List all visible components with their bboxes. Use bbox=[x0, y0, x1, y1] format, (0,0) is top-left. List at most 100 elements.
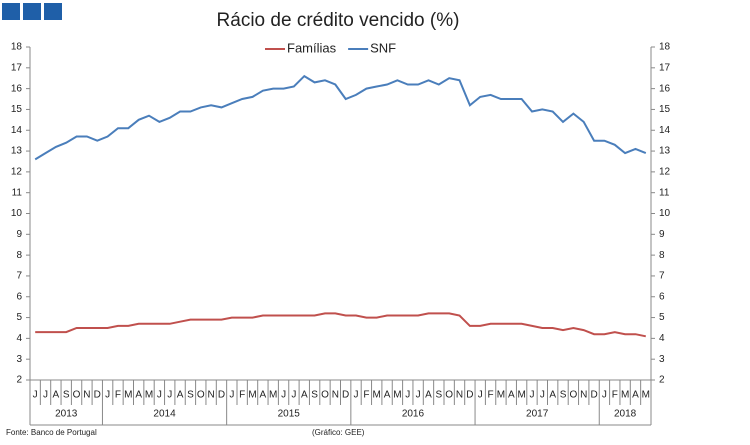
x-tick-label: J bbox=[478, 390, 483, 401]
x-tick-label: N bbox=[208, 390, 215, 401]
y2-tick-label: 15 bbox=[659, 104, 671, 115]
x-tick-label: F bbox=[239, 390, 245, 401]
x-tick-label: S bbox=[187, 390, 194, 401]
x-tick-label: D bbox=[466, 390, 473, 401]
y-tick-label: 11 bbox=[12, 187, 23, 198]
x-tick-label: J bbox=[540, 390, 545, 401]
year-label: 2018 bbox=[614, 409, 637, 420]
x-tick-label: F bbox=[115, 390, 121, 401]
x-tick-label: J bbox=[529, 390, 534, 401]
y2-tick-label: 7 bbox=[659, 271, 665, 282]
y-tick-label: 13 bbox=[11, 146, 23, 157]
x-tick-label: M bbox=[145, 390, 153, 401]
y2-tick-label: 14 bbox=[659, 125, 671, 136]
y2-tick-label: 2 bbox=[659, 375, 665, 386]
x-tick-label: M bbox=[248, 390, 256, 401]
x-tick-label: J bbox=[602, 390, 607, 401]
x-tick-label: M bbox=[517, 390, 525, 401]
source: Fonte: Banco de Portugal bbox=[6, 428, 97, 437]
x-tick-label: J bbox=[291, 390, 296, 401]
x-tick-label: J bbox=[157, 390, 162, 401]
chart-title: Rácio de crédito vencido (%) bbox=[217, 10, 460, 31]
y2-tick-label: 12 bbox=[659, 167, 671, 178]
year-label: 2016 bbox=[402, 409, 425, 420]
x-tick-label: J bbox=[167, 390, 172, 401]
y-tick-label: 9 bbox=[16, 229, 22, 240]
x-tick-label: O bbox=[73, 390, 81, 401]
x-tick-label: J bbox=[43, 390, 48, 401]
y2-tick-label: 3 bbox=[659, 354, 665, 365]
year-label: 2017 bbox=[526, 409, 549, 420]
y-tick-label: 7 bbox=[16, 271, 22, 282]
x-tick-label: D bbox=[342, 390, 349, 401]
x-tick-label: A bbox=[632, 390, 639, 401]
x-tick-label: O bbox=[445, 390, 453, 401]
x-tick-label: S bbox=[435, 390, 442, 401]
x-tick-label: F bbox=[363, 390, 369, 401]
y2-tick-label: 9 bbox=[659, 229, 665, 240]
x-tick-label: S bbox=[63, 390, 70, 401]
y-tick-label: 16 bbox=[11, 83, 23, 94]
x-tick-label: N bbox=[580, 390, 587, 401]
year-label: 2013 bbox=[55, 409, 78, 420]
legend-label: Famílias bbox=[287, 40, 337, 55]
y2-tick-label: 4 bbox=[659, 333, 665, 344]
x-tick-label: J bbox=[416, 390, 421, 401]
x-tick-label: M bbox=[642, 390, 650, 401]
y-tick-label: 12 bbox=[11, 167, 23, 178]
y2-tick-label: 6 bbox=[659, 291, 665, 302]
y2-tick-label: 16 bbox=[659, 83, 671, 94]
x-tick-label: F bbox=[488, 390, 494, 401]
x-tick-label: M bbox=[373, 390, 381, 401]
x-tick-label: J bbox=[354, 390, 359, 401]
legend-label: SNF bbox=[370, 40, 396, 55]
x-tick-label: J bbox=[33, 390, 38, 401]
x-tick-label: S bbox=[311, 390, 318, 401]
x-tick-label: A bbox=[135, 390, 142, 401]
year-label: 2015 bbox=[278, 409, 301, 420]
x-tick-label: A bbox=[53, 390, 60, 401]
y-tick-label: 5 bbox=[16, 312, 22, 323]
x-tick-label: M bbox=[269, 390, 277, 401]
y-tick-label: 15 bbox=[11, 104, 23, 115]
series-line bbox=[34, 74, 647, 161]
y-tick-label: 3 bbox=[16, 354, 22, 365]
logo-square bbox=[2, 3, 20, 20]
y2-tick-label: 5 bbox=[659, 312, 665, 323]
y-tick-label: 18 bbox=[11, 42, 23, 53]
y-tick-label: 6 bbox=[16, 291, 22, 302]
y2-tick-label: 11 bbox=[659, 187, 670, 198]
x-tick-label: J bbox=[229, 390, 234, 401]
y2-tick-label: 8 bbox=[659, 250, 665, 261]
x-tick-label: N bbox=[83, 390, 90, 401]
y-tick-label: 17 bbox=[11, 62, 23, 73]
x-tick-label: M bbox=[497, 390, 505, 401]
year-label: 2014 bbox=[153, 409, 176, 420]
x-tick-label: N bbox=[332, 390, 339, 401]
y2-tick-label: 17 bbox=[659, 62, 671, 73]
x-tick-label: M bbox=[621, 390, 629, 401]
y-tick-label: 8 bbox=[16, 250, 22, 261]
x-tick-label: A bbox=[260, 390, 267, 401]
x-tick-label: A bbox=[177, 390, 184, 401]
y-tick-label: 14 bbox=[11, 125, 23, 136]
x-tick-label: N bbox=[456, 390, 463, 401]
x-tick-label: A bbox=[508, 390, 515, 401]
x-tick-label: O bbox=[197, 390, 205, 401]
y2-tick-label: 10 bbox=[659, 208, 671, 219]
logo-square bbox=[44, 3, 62, 20]
x-tick-label: A bbox=[384, 390, 391, 401]
x-tick-label: A bbox=[425, 390, 432, 401]
x-tick-label: O bbox=[321, 390, 329, 401]
x-tick-label: A bbox=[549, 390, 556, 401]
logo-square bbox=[23, 3, 41, 20]
x-tick-label: J bbox=[105, 390, 110, 401]
x-tick-label: M bbox=[124, 390, 132, 401]
y2-tick-label: 18 bbox=[659, 42, 671, 53]
x-tick-label: D bbox=[94, 390, 101, 401]
y2-tick-label: 13 bbox=[659, 146, 671, 157]
x-tick-label: D bbox=[590, 390, 597, 401]
credit: (Gráfico: GEE) bbox=[312, 428, 365, 437]
x-tick-label: J bbox=[281, 390, 286, 401]
